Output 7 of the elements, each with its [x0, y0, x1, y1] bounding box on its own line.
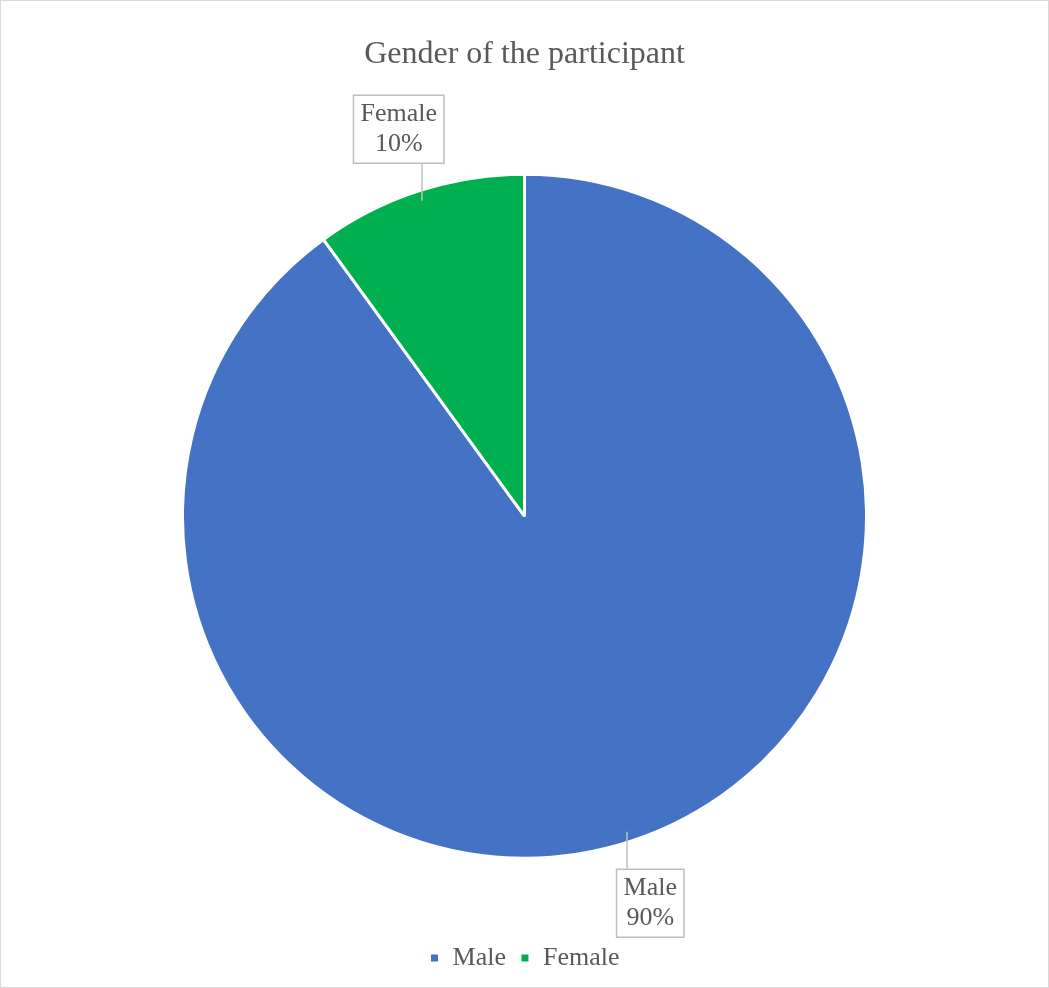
data-label: 90%	[626, 902, 675, 932]
data-label: 10%	[374, 127, 423, 157]
slice-label: Female	[360, 97, 437, 127]
chart-title: Gender of the participant	[364, 33, 685, 70]
slice-label: Male	[623, 872, 677, 902]
legend-label: Female	[542, 941, 620, 971]
legend-label: Male	[452, 941, 506, 971]
